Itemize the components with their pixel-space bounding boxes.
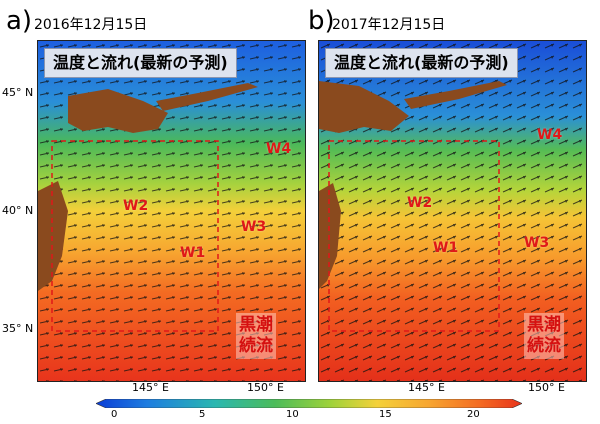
land-kuril xyxy=(404,81,507,109)
map-b-label-w1: W1 xyxy=(433,240,459,256)
map-a-kuroshio: 黒潮 続流 xyxy=(236,313,276,359)
map-a-label-w2: W2 xyxy=(123,198,149,214)
colorbar-tick-5: 5 xyxy=(199,409,206,420)
colorbar-tick-15: 15 xyxy=(379,409,392,420)
land-honshu xyxy=(319,183,341,289)
lat-tick-40: 40° N xyxy=(2,204,34,217)
lon-tick-b-150: 150° E xyxy=(528,381,565,394)
land-hokkaido xyxy=(319,81,409,133)
lon-tick-a-150: 150° E xyxy=(247,381,284,394)
panel-b-date: 2017年12月15日 xyxy=(332,17,446,33)
map-b-label-w3: W3 xyxy=(524,235,550,251)
land-honshu xyxy=(38,181,68,291)
land-hokkaido xyxy=(68,89,168,133)
map-b-kuroshio: 黒潮 続流 xyxy=(524,313,564,359)
map-a-label-w3: W3 xyxy=(241,219,267,235)
panel-a-letter: a) xyxy=(6,6,33,36)
lat-tick-35: 35° N xyxy=(2,322,34,335)
map-b-label-w4: W4 xyxy=(537,127,563,143)
map-a-title: 温度と流れ(最新の予測) xyxy=(44,48,237,78)
map-a-graphic xyxy=(38,41,305,381)
map-b-title: 温度と流れ(最新の予測) xyxy=(325,48,518,78)
analysis-region xyxy=(328,140,500,332)
colorbar-tick-10: 10 xyxy=(286,409,299,420)
map-a-label-w1: W1 xyxy=(180,245,206,261)
colorbar xyxy=(96,399,522,408)
map-a-label-w4: W4 xyxy=(266,141,292,157)
map-panel-b: 温度と流れ(最新の予測) W4 W2 W1 W3 黒潮 続流 xyxy=(318,40,587,382)
panel-a-date: 2016年12月15日 xyxy=(34,17,148,33)
analysis-region xyxy=(51,140,219,332)
panel-b-letter: b) xyxy=(308,6,335,36)
map-panel-a: 温度と流れ(最新の予測) W4 W2 W3 W1 黒潮 続流 xyxy=(37,40,306,382)
lat-tick-45: 45° N xyxy=(2,86,34,99)
lon-tick-a-145: 145° E xyxy=(132,381,169,394)
lon-tick-b-145: 145° E xyxy=(408,381,445,394)
land-kuril xyxy=(156,83,258,111)
colorbar-tick-20: 20 xyxy=(467,409,480,420)
map-b-label-w2: W2 xyxy=(407,195,433,211)
colorbar-tick-0: 0 xyxy=(111,409,118,420)
